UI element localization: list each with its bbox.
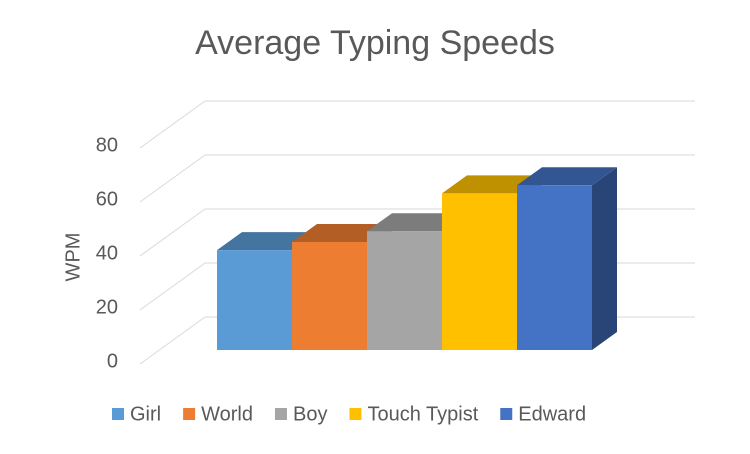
bar	[442, 193, 517, 350]
grid-line	[139, 262, 206, 311]
bar	[517, 185, 592, 350]
grid-line	[139, 100, 206, 149]
y-tick-label: 20	[96, 296, 118, 318]
y-tick-label: 60	[96, 188, 118, 210]
legend-label: Edward	[518, 403, 586, 425]
chart-title: Average Typing Speeds	[195, 24, 555, 62]
legend-swatch	[274, 408, 287, 420]
y-tick-label: 80	[96, 134, 118, 156]
grid-line	[139, 316, 206, 365]
legend-swatch	[500, 408, 513, 420]
legend-label: Touch Typist	[367, 403, 478, 425]
legend-label: World	[201, 403, 253, 425]
legend-swatch	[112, 408, 124, 420]
grid-line	[139, 208, 206, 257]
y-axis-title: WPM	[62, 233, 84, 282]
legend-swatch	[183, 408, 196, 420]
bar	[292, 242, 367, 350]
legend-swatch	[349, 408, 362, 420]
legend-label: Girl	[130, 403, 161, 425]
bar-top	[517, 167, 617, 186]
y-tick-label: 40	[96, 242, 118, 264]
grid-line	[139, 154, 206, 203]
bar	[217, 250, 292, 350]
bar	[367, 231, 442, 350]
y-tick-label: 0	[107, 350, 118, 372]
bar-side	[592, 167, 617, 350]
legend-label: Boy	[293, 403, 327, 425]
